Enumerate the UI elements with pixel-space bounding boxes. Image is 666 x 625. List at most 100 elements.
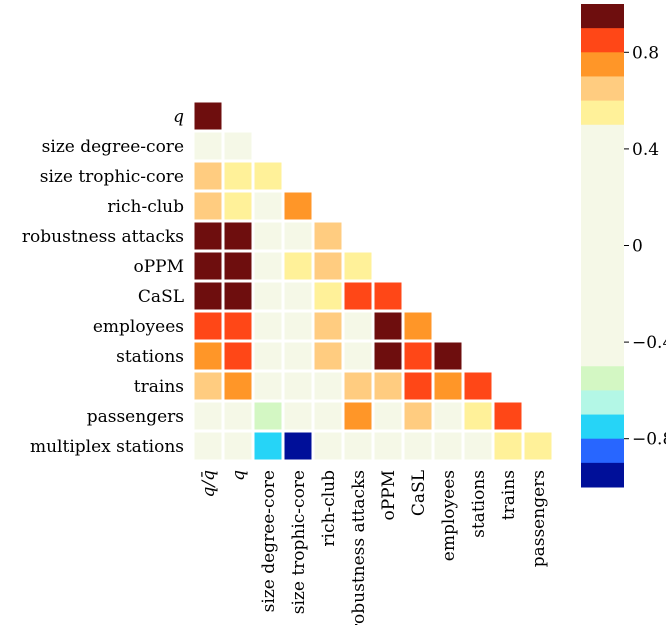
colorbar-band — [581, 366, 624, 391]
colorbar-tick-label: −0.4 — [632, 333, 666, 353]
heatmap-cell-multiplex-stations-x-casl — [404, 432, 432, 460]
colorbar-band — [581, 462, 624, 488]
heatmap-cell-employees-x-casl — [404, 312, 432, 340]
heatmap-cell-trains-x-employees — [434, 372, 462, 400]
heatmap-cell-employees-x-q — [224, 312, 252, 340]
row-label-casl: CaSL — [138, 287, 184, 307]
heatmap-cells — [194, 102, 552, 460]
heatmap-cell-size-degree-core-x-q-q — [194, 132, 222, 160]
heatmap-cell-stations-x-size-degree-core — [254, 342, 282, 370]
row-label-size-trophic-core: size trophic-core — [40, 167, 184, 187]
colorbar: 0.8 0.4 0 −0.4 −0.8 — [581, 4, 666, 488]
colorbar-band — [581, 100, 624, 126]
heatmap-cell-trains-x-rich-club — [314, 372, 342, 400]
column-labels: q/q̄ q size degree-core size trophic-core ri… — [199, 470, 549, 625]
heatmap-cell-oppm-x-q-q — [194, 252, 222, 280]
heatmap-cell-passengers-x-employees — [434, 402, 462, 430]
heatmap-cell-stations-x-q-q — [194, 342, 222, 370]
heatmap-cell-casl-x-size-trophic-core — [284, 282, 312, 310]
colorbar-tick-label: 0 — [632, 237, 643, 257]
colorbar-tick-label: 0.4 — [632, 140, 659, 160]
heatmap-cell-robustness-attacks-x-rich-club — [314, 222, 342, 250]
heatmap-cell-trains-x-size-trophic-core — [284, 372, 312, 400]
column-label-passengers: passengers — [529, 470, 549, 567]
heatmap-cell-multiplex-stations-x-employees — [434, 432, 462, 460]
heatmap-cell-employees-x-size-degree-core — [254, 312, 282, 340]
heatmap-cell-oppm-x-q — [224, 252, 252, 280]
heatmap-cell-trains-x-stations — [464, 372, 492, 400]
heatmap-cell-stations-x-q — [224, 342, 252, 370]
row-label-trains: trains — [134, 377, 184, 397]
heatmap-cell-stations-x-size-trophic-core — [284, 342, 312, 370]
heatmap-cell-passengers-x-casl — [404, 402, 432, 430]
heatmap-cell-casl-x-size-degree-core — [254, 282, 282, 310]
heatmap-cell-oppm-x-size-degree-core — [254, 252, 282, 280]
row-labels: q size degree-core size trophic-core rich-c… — [22, 107, 184, 457]
column-label-stations: stations — [469, 470, 489, 538]
heatmap-cell-rich-club-x-q-q — [194, 192, 222, 220]
heatmap-cell-stations-x-oppm — [374, 342, 402, 370]
heatmap-cell-trains-x-robustness-attacks — [344, 372, 372, 400]
heatmap-cell-employees-x-rich-club — [314, 312, 342, 340]
row-label-rich-club: rich-club — [107, 197, 184, 217]
heatmap-cell-casl-x-rich-club — [314, 282, 342, 310]
heatmap-cell-trains-x-casl — [404, 372, 432, 400]
heatmap-cell-passengers-x-oppm — [374, 402, 402, 430]
heatmap-cell-multiplex-stations-x-robustness-attacks — [344, 432, 372, 460]
heatmap-cell-casl-x-robustness-attacks — [344, 282, 372, 310]
column-label-q-q: q/q̄ — [199, 470, 219, 498]
heatmap-cell-multiplex-stations-x-trains — [494, 432, 522, 460]
heatmap-cell-rich-club-x-size-degree-core — [254, 192, 282, 220]
heatmap-cell-employees-x-robustness-attacks — [344, 312, 372, 340]
heatmap-cell-casl-x-oppm — [374, 282, 402, 310]
heatmap-cell-multiplex-stations-x-passengers — [524, 432, 552, 460]
row-label-oppm: oPPM — [133, 257, 184, 277]
heatmap-cell-multiplex-stations-x-size-degree-core — [254, 432, 282, 460]
heatmap-cell-robustness-attacks-x-size-degree-core — [254, 222, 282, 250]
colorbar-band — [581, 4, 624, 29]
heatmap-cell-size-trophic-core-x-q — [224, 162, 252, 190]
column-label-employees: employees — [439, 470, 459, 561]
heatmap-cell-stations-x-robustness-attacks — [344, 342, 372, 370]
heatmap-cell-multiplex-stations-x-size-trophic-core — [284, 432, 312, 460]
column-label-size-trophic-core: size trophic-core — [289, 470, 309, 614]
column-label-casl: CaSL — [409, 470, 429, 516]
heatmap-cell-stations-x-employees — [434, 342, 462, 370]
heatmap-cell-size-degree-core-x-q — [224, 132, 252, 160]
heatmap-cell-rich-club-x-q — [224, 192, 252, 220]
colorbar-band — [581, 52, 624, 77]
row-label-q: q — [173, 107, 184, 127]
heatmap-cell-employees-x-q-q — [194, 312, 222, 340]
heatmap-cell-size-trophic-core-x-size-degree-core — [254, 162, 282, 190]
colorbar-tick-label: −0.8 — [632, 430, 666, 450]
heatmap-cell-robustness-attacks-x-q-q — [194, 222, 222, 250]
heatmap-cell-oppm-x-robustness-attacks — [344, 252, 372, 280]
heatmap-cell-passengers-x-size-trophic-core — [284, 402, 312, 430]
heatmap-cell-trains-x-oppm — [374, 372, 402, 400]
heatmap-cell-oppm-x-size-trophic-core — [284, 252, 312, 280]
colorbar-tick-label: 0.8 — [632, 43, 659, 63]
column-label-oppm: oPPM — [379, 470, 399, 521]
heatmap-cell-passengers-x-robustness-attacks — [344, 402, 372, 430]
heatmap-cell-passengers-x-rich-club — [314, 402, 342, 430]
heatmap-cell-casl-x-q-q — [194, 282, 222, 310]
heatmap-cell-passengers-x-trains — [494, 402, 522, 430]
heatmap-cell-trains-x-size-degree-core — [254, 372, 282, 400]
heatmap-cell-trains-x-q-q — [194, 372, 222, 400]
row-label-passengers: passengers — [87, 407, 184, 427]
heatmap-cell-multiplex-stations-x-stations — [464, 432, 492, 460]
colorbar-band — [581, 124, 624, 367]
heatmap-cell-passengers-x-size-degree-core — [254, 402, 282, 430]
row-label-stations: stations — [116, 347, 184, 367]
heatmap-cell-size-trophic-core-x-q-q — [194, 162, 222, 190]
heatmap-cell-multiplex-stations-x-q-q — [194, 432, 222, 460]
heatmap-cell-robustness-attacks-x-size-trophic-core — [284, 222, 312, 250]
heatmap-cell-oppm-x-rich-club — [314, 252, 342, 280]
colorbar-band — [581, 28, 624, 53]
heatmap-cell-casl-x-q — [224, 282, 252, 310]
heatmap-cell-stations-x-casl — [404, 342, 432, 370]
column-label-rich-club: rich-club — [319, 470, 339, 547]
heatmap-cell-robustness-attacks-x-q — [224, 222, 252, 250]
column-label-robustness-attacks: robustness attacks — [349, 470, 369, 625]
